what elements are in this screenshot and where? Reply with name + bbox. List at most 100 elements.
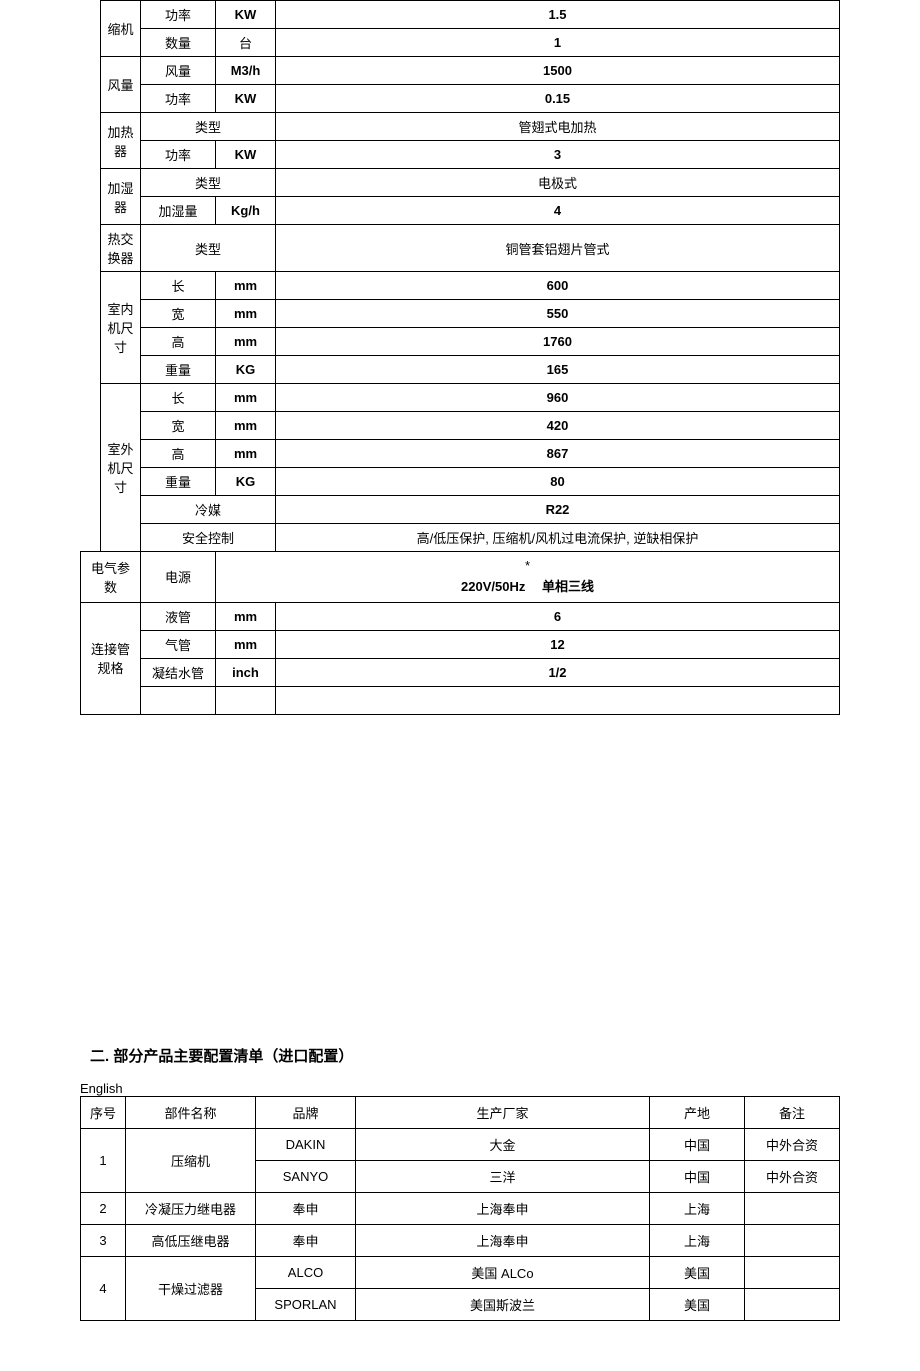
unit-cell: mm	[216, 328, 276, 356]
row-indoor-weight: 重量 KG 165	[81, 356, 840, 384]
row-empty	[81, 686, 840, 714]
row-heater-type: 加热器 类型 管翅式电加热	[81, 113, 840, 141]
header-no: 序号	[81, 1096, 126, 1128]
row-outdoor-length: 室外机尺寸 长 mm 960	[81, 384, 840, 412]
param-label: 高	[141, 440, 216, 468]
cell-brand: SANYO	[256, 1160, 356, 1192]
param-label: 加湿量	[141, 197, 216, 225]
cell-no: 3	[81, 1224, 126, 1256]
cell-origin: 中国	[650, 1160, 745, 1192]
row-indoor-width: 宽 mm 550	[81, 300, 840, 328]
unit-cell: KG	[216, 356, 276, 384]
unit-cell: Kg/h	[216, 197, 276, 225]
empty-cell	[216, 686, 276, 714]
group-outdoor: 室外机尺寸	[101, 384, 141, 552]
param-label: 安全控制	[141, 524, 276, 552]
header-brand: 品牌	[256, 1096, 356, 1128]
param-label: 功率	[141, 1, 216, 29]
param-label: 数量	[141, 29, 216, 57]
row-exchanger: 热交换器 类型 铜管套铝翅片管式	[81, 225, 840, 272]
group-electrical: 电气参数	[81, 552, 141, 603]
value-cell: 铜管套铝翅片管式	[276, 225, 840, 272]
spacer-cell	[81, 440, 101, 552]
unit-cell: mm	[216, 384, 276, 412]
row-air-power: 功率 KW 0.15	[81, 85, 840, 113]
row-outdoor-weight: 重量 KG 80	[81, 468, 840, 496]
group-compressor: 缩机	[101, 1, 141, 57]
row-electrical: 电气参数 电源 * 220V/50Hz 单相三线	[81, 552, 840, 603]
cell-part: 高低压继电器	[126, 1224, 256, 1256]
value-cell: 4	[276, 197, 840, 225]
value-cell: 550	[276, 300, 840, 328]
cell-maker: 上海奉申	[356, 1192, 650, 1224]
cell-part: 干燥过滤器	[126, 1256, 256, 1320]
param-label: 长	[141, 384, 216, 412]
unit-cell: 台	[216, 29, 276, 57]
row-safety: 安全控制 高/低压保护, 压缩机/风机过电流保护, 逆缺相保护	[81, 524, 840, 552]
config-row-1a: 1 压缩机 DAKIN 大金 中国 中外合资	[81, 1128, 840, 1160]
cell-note: 中外合资	[745, 1160, 840, 1192]
param-label: 冷媒	[141, 496, 276, 524]
cell-origin: 美国	[650, 1288, 745, 1320]
value-cell: * 220V/50Hz 单相三线	[216, 552, 840, 603]
row-compressor-power: 缩机 功率 KW 1.5	[81, 1, 840, 29]
row-refrigerant: 冷媒 R22	[81, 496, 840, 524]
value-cell: 1/2	[276, 658, 840, 686]
unit-cell: KW	[216, 1, 276, 29]
cell-brand: SPORLAN	[256, 1288, 356, 1320]
param-label: 液管	[141, 602, 216, 630]
param-label: 重量	[141, 356, 216, 384]
value-cell: 1500	[276, 57, 840, 85]
param-label: 风量	[141, 57, 216, 85]
value-cell: 电极式	[276, 169, 840, 197]
cell-brand: 奉申	[256, 1224, 356, 1256]
param-label: 凝结水管	[141, 658, 216, 686]
empty-cell	[141, 686, 216, 714]
param-label: 类型	[141, 225, 276, 272]
row-heater-power: 功率 KW 3	[81, 141, 840, 169]
power-line2: 220V/50Hz 单相三线	[222, 577, 833, 598]
value-cell: 165	[276, 356, 840, 384]
row-pipe-gas: 气管 mm 12	[81, 630, 840, 658]
cell-maker: 三洋	[356, 1160, 650, 1192]
config-row-2: 2冷凝压力继电器 奉申 上海奉申 上海	[81, 1192, 840, 1224]
row-humidifier-type: 加湿器 类型 电极式	[81, 169, 840, 197]
unit-cell: inch	[216, 658, 276, 686]
unit-cell: mm	[216, 272, 276, 300]
cell-origin: 上海	[650, 1224, 745, 1256]
cell-part: 压缩机	[126, 1128, 256, 1192]
row-pipe-liquid: 连接管规格 液管 mm 6	[81, 602, 840, 630]
unit-cell: mm	[216, 630, 276, 658]
spacer-cell	[81, 1, 101, 440]
empty-cell	[276, 686, 840, 714]
unit-cell: KW	[216, 141, 276, 169]
value-cell: 3	[276, 141, 840, 169]
value-cell: 6	[276, 602, 840, 630]
value-cell: 80	[276, 468, 840, 496]
param-label: 功率	[141, 85, 216, 113]
header-note: 备注	[745, 1096, 840, 1128]
header-origin: 产地	[650, 1096, 745, 1128]
group-indoor: 室内机尺寸	[101, 272, 141, 384]
cell-origin: 美国	[650, 1256, 745, 1288]
config-row-3: 3 高低压继电器 奉申 上海奉申 上海	[81, 1224, 840, 1256]
group-exchanger: 热交换器	[101, 225, 141, 272]
row-indoor-length: 室内机尺寸 长 mm 600	[81, 272, 840, 300]
section-heading-2: 二. 部分产品主要配置清单（进口配置）	[80, 1045, 840, 1066]
value-cell: 1.5	[276, 1, 840, 29]
unit-cell: mm	[216, 300, 276, 328]
value-cell: 600	[276, 272, 840, 300]
param-label: 电源	[141, 552, 216, 603]
cell-brand: 奉申	[256, 1192, 356, 1224]
group-humidifier: 加湿器	[101, 169, 141, 225]
value-cell: 高/低压保护, 压缩机/风机过电流保护, 逆缺相保护	[276, 524, 840, 552]
config-table: 序号 部件名称 品牌 生产厂家 产地 备注 1 压缩机 DAKIN 大金 中国 …	[80, 1096, 840, 1321]
cell-maker: 上海奉申	[356, 1224, 650, 1256]
cell-no: 2	[81, 1192, 126, 1224]
row-compressor-qty: 数量 台 1	[81, 29, 840, 57]
param-label: 气管	[141, 630, 216, 658]
value-cell: 867	[276, 440, 840, 468]
cell-brand: ALCO	[256, 1256, 356, 1288]
value-cell: 1760	[276, 328, 840, 356]
unit-cell: M3/h	[216, 57, 276, 85]
